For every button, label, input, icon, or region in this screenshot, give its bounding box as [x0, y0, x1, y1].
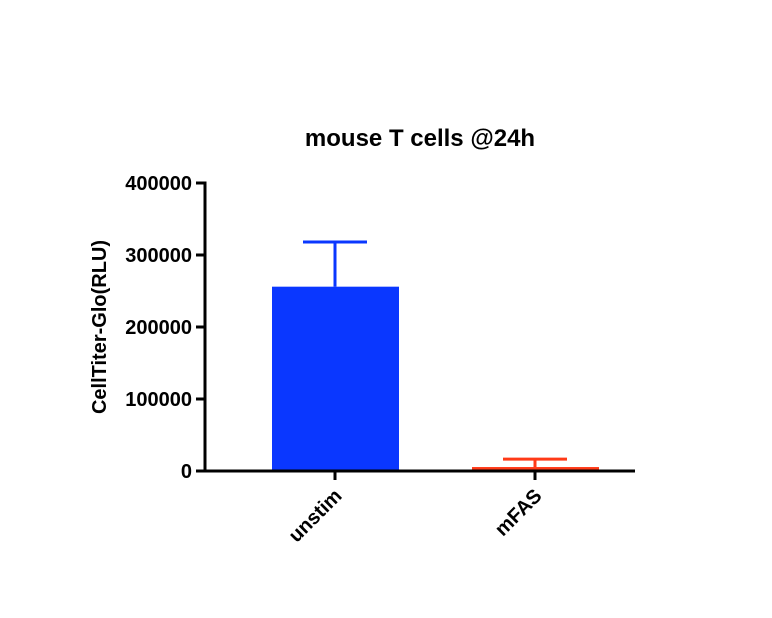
y-tick-label: 100000: [125, 389, 192, 411]
y-axis-label: CellTiter-Glo(RLU): [89, 240, 111, 414]
x-tick-label: mFAS: [491, 485, 547, 541]
bar: [472, 467, 599, 471]
chart-title: mouse T cells @24h: [305, 125, 535, 152]
y-tick-label: 300000: [125, 245, 192, 267]
y-tick-label: 200000: [125, 317, 192, 339]
x-tick-label: unstim: [285, 485, 347, 547]
bar: [272, 286, 399, 471]
y-tick-label: 400000: [125, 173, 192, 195]
y-tick-label: 0: [181, 461, 192, 483]
